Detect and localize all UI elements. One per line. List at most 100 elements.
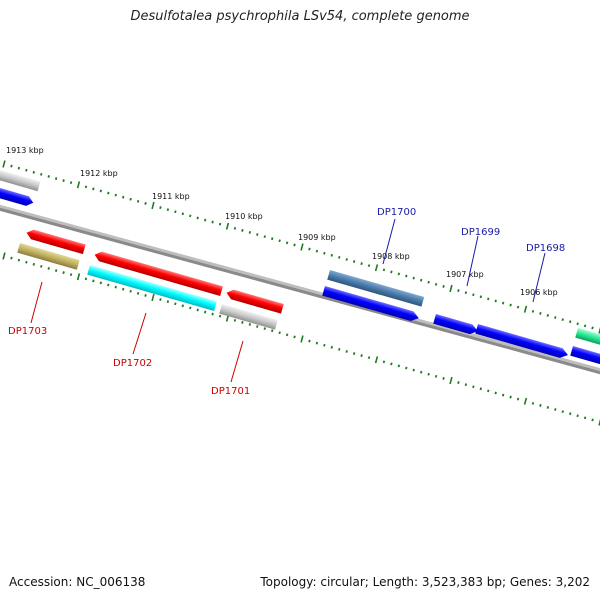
outer-minor-tick: [561, 318, 564, 322]
inner-major-tick: [300, 335, 304, 343]
gene-label-dp1700[interactable]: DP1700: [377, 207, 416, 218]
inner-minor-tick: [196, 308, 199, 312]
outer-minor-tick: [189, 214, 192, 218]
outer-major-tick: [523, 305, 528, 313]
outer-minor-tick: [32, 170, 35, 174]
inner-minor-tick: [516, 397, 520, 401]
gene-label-dp1698[interactable]: DP1698: [526, 243, 565, 254]
connector-dp1702: [132, 312, 147, 355]
gene-feature-olive[interactable]: [17, 242, 80, 270]
gene-feature-dp1703[interactable]: [25, 228, 86, 255]
outer-minor-tick: [360, 262, 363, 266]
inner-minor-tick: [352, 352, 356, 355]
outer-minor-tick: [546, 314, 550, 317]
gene-label-dp1703[interactable]: DP1703: [8, 326, 47, 337]
inner-minor-tick: [531, 401, 535, 405]
inner-minor-tick: [442, 377, 445, 380]
outer-major-tick: [151, 201, 155, 210]
gene-feature-dp1701[interactable]: [225, 288, 284, 314]
connector-dp1698: [532, 252, 546, 303]
inner-minor-tick: [189, 306, 192, 310]
outer-minor-tick: [233, 226, 237, 230]
inner-major-tick: [449, 376, 453, 385]
outer-minor-tick: [17, 166, 21, 170]
gene-label-dp1699[interactable]: DP1699: [461, 227, 500, 238]
inner-minor-tick: [25, 260, 28, 264]
inner-minor-tick: [546, 406, 550, 409]
outer-minor-tick: [420, 278, 423, 282]
outer-minor-tick: [159, 206, 162, 209]
gene-feature-green[interactable]: [575, 328, 600, 346]
scale-label: 1910 kbp: [225, 212, 263, 221]
inner-minor-tick: [129, 289, 132, 293]
outer-minor-tick: [144, 202, 147, 205]
connector-dp1701: [230, 340, 244, 383]
inner-minor-tick: [47, 267, 50, 270]
inner-minor-tick: [69, 273, 73, 277]
inner-minor-tick: [84, 277, 88, 281]
scale-label: 1907 kbp: [446, 270, 484, 279]
inner-minor-tick: [434, 374, 438, 378]
gene-feature-dp1698[interactable]: [475, 324, 569, 360]
outer-minor-tick: [516, 305, 520, 309]
inner-minor-tick: [539, 403, 542, 407]
outer-minor-tick: [390, 270, 393, 274]
outer-minor-tick: [10, 164, 13, 168]
outer-minor-tick: [405, 274, 408, 278]
outer-minor-tick: [293, 243, 296, 247]
connector-dp1699: [466, 235, 479, 287]
outer-minor-tick: [211, 220, 214, 224]
outer-minor-tick: [256, 233, 259, 236]
inner-minor-tick: [561, 410, 564, 414]
inner-minor-tick: [397, 364, 401, 368]
inner-minor-tick: [166, 300, 170, 304]
outer-minor-tick: [367, 264, 371, 268]
inner-minor-tick: [32, 262, 35, 266]
inner-minor-tick: [412, 368, 415, 372]
inner-minor-tick: [472, 385, 475, 389]
outer-major-tick: [300, 243, 304, 251]
outer-minor-tick: [99, 189, 103, 193]
inner-minor-tick: [427, 372, 430, 376]
inner-minor-tick: [382, 360, 386, 364]
scale-labels: 1913 kbp 1912 kbp 1911 kbp 1910 kbp 1909…: [6, 146, 558, 297]
inner-minor-tick: [464, 383, 468, 387]
gene-feature-dp1699[interactable]: [433, 314, 479, 336]
inner-minor-tick: [40, 264, 43, 268]
outer-minor-tick: [181, 212, 184, 216]
inner-tick-track: [2, 252, 600, 426]
outer-minor-tick: [479, 295, 482, 299]
outer-minor-tick: [84, 185, 88, 189]
gene-track-plus-upper: [0, 167, 600, 346]
inner-minor-tick: [218, 314, 222, 318]
gene-feature-dp1700[interactable]: [327, 270, 425, 307]
outer-minor-tick: [47, 175, 50, 178]
gene-track-minus-upper: [25, 228, 284, 314]
inner-minor-tick: [293, 335, 296, 339]
gene-label-connectors: [30, 218, 546, 383]
outer-minor-tick: [285, 241, 289, 245]
gene-feature-blue-edge[interactable]: [570, 346, 600, 367]
inner-minor-tick: [420, 370, 423, 374]
outer-minor-tick: [196, 216, 199, 220]
gene-label-dp1701[interactable]: DP1701: [211, 386, 250, 397]
gene-feature-grey-lower[interactable]: [219, 304, 278, 330]
gene-feature-dp1702[interactable]: [93, 250, 223, 296]
gene-feature-cyan[interactable]: [87, 265, 217, 311]
gene-label-dp1702[interactable]: DP1702: [113, 358, 152, 369]
inner-major-tick: [598, 418, 600, 426]
inner-minor-tick: [62, 271, 65, 275]
outer-minor-tick: [69, 181, 73, 185]
gene-feature-grey[interactable]: [0, 167, 41, 192]
inner-minor-tick: [501, 393, 505, 397]
outer-minor-tick: [531, 309, 535, 313]
inner-minor-tick: [591, 418, 594, 422]
outer-minor-tick: [122, 195, 125, 199]
outer-minor-tick: [92, 187, 95, 191]
outer-minor-tick: [345, 258, 348, 261]
inner-minor-tick: [494, 391, 497, 395]
gene-feature-blue[interactable]: [0, 185, 35, 207]
gene-feature-dp1700-cds[interactable]: [322, 286, 420, 323]
inner-minor-tick: [17, 258, 21, 262]
